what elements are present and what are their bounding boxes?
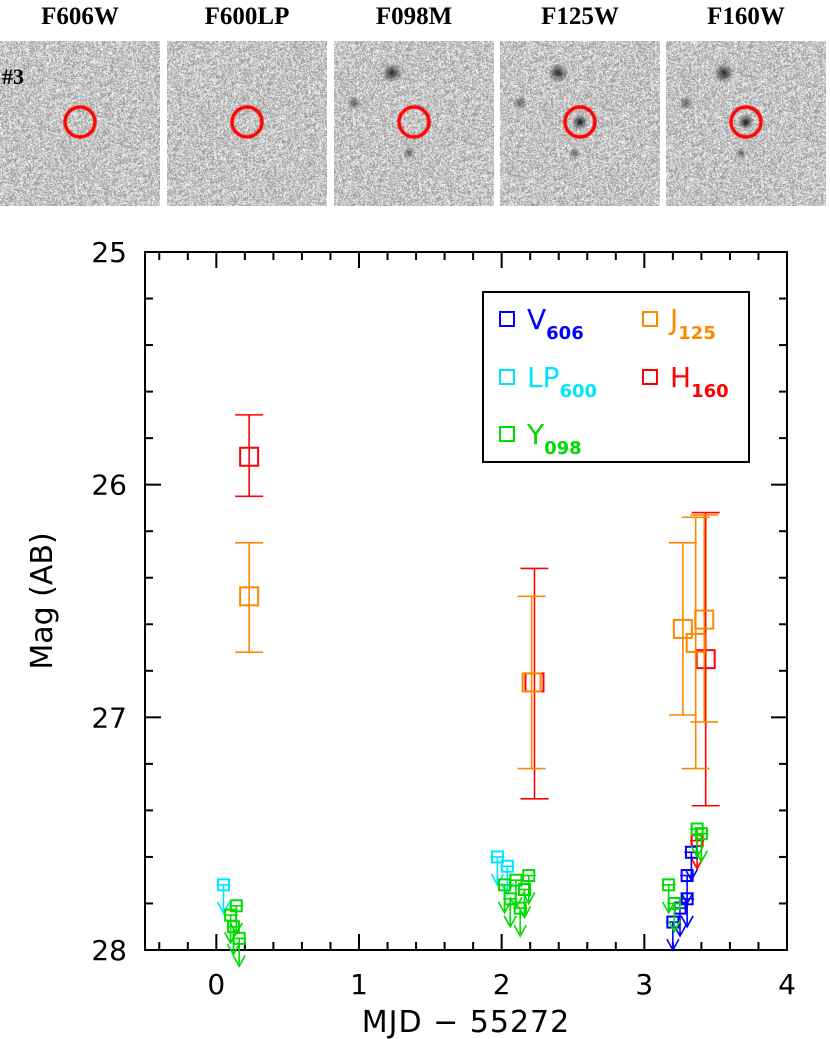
marker-v606 <box>680 869 694 883</box>
y-tick-label: 27 <box>91 701 127 734</box>
marker-j125 <box>239 586 260 607</box>
marker-y098 <box>513 901 527 915</box>
stamp-image-f160w <box>666 41 826 206</box>
y-tick-label: 25 <box>91 236 127 269</box>
marker-h160 <box>239 446 260 467</box>
legend-label-j125: J125 <box>668 303 716 344</box>
error-bar-j125 <box>668 542 697 716</box>
stamp-label-f600lp: F600LP <box>204 3 290 30</box>
x-tick-label: 2 <box>493 968 511 1001</box>
legend-label-h160: H160 <box>670 361 729 402</box>
legend-marker-h160 <box>642 369 658 385</box>
marker-lp600 <box>216 878 230 892</box>
legend-marker-lp600 <box>499 369 515 385</box>
x-tick-label: 1 <box>350 968 368 1001</box>
marker-y098 <box>509 873 523 887</box>
error-bar-j125 <box>690 514 719 723</box>
error-bar-h160 <box>691 511 720 807</box>
object-label: #3 <box>2 64 24 89</box>
legend-label-base: H <box>670 361 691 394</box>
marker-y098 <box>662 878 676 892</box>
marker-j125 <box>521 672 542 693</box>
stamp-label-f125w: F125W <box>541 3 619 30</box>
marker-j125 <box>672 618 693 639</box>
legend-label-y098: Y098 <box>526 418 582 459</box>
marker-lp600 <box>500 859 514 873</box>
legend-label-subscript: 125 <box>678 323 716 344</box>
stamp-label-f606w: F606W <box>41 3 119 30</box>
marker-j125 <box>694 609 715 630</box>
error-bar-j125 <box>235 542 264 653</box>
legend-label-v606: V606 <box>527 303 584 344</box>
error-bar-h160 <box>235 414 264 498</box>
marker-lp600 <box>490 850 504 864</box>
image-stamps-row: #3 F606W F600LP F098M F125W F160W <box>0 0 830 215</box>
marker-y098 <box>229 899 243 913</box>
legend-marker-y098 <box>499 426 515 442</box>
legend-marker-j125 <box>642 311 658 327</box>
marker-y098 <box>522 869 536 883</box>
stamp-image-f125w <box>500 41 660 206</box>
x-tick-label: 4 <box>778 968 796 1001</box>
stamp-image-f606w <box>0 41 160 206</box>
error-bar-h160 <box>520 567 549 800</box>
x-tick-label: 3 <box>635 968 653 1001</box>
legend-label-base: J <box>668 303 678 336</box>
legend-label-base: LP <box>527 361 559 394</box>
stamp-label-f098m: F098M <box>375 3 453 30</box>
stamp-image-f098m <box>334 41 494 206</box>
legend-label-subscript: 160 <box>691 381 729 402</box>
marker-y098 <box>232 931 246 945</box>
legend-label-lp600: LP600 <box>527 361 597 402</box>
y-tick-label: 28 <box>91 934 127 967</box>
legend-label-subscript: 098 <box>544 438 582 459</box>
legend-label-subscript: 606 <box>546 323 584 344</box>
light-curve-chart: 0 1 2 3 4 25 26 27 28 MJD − 55272 Mag (AB) V606 J125… <box>25 236 796 1039</box>
legend-label-subscript: 600 <box>559 381 597 402</box>
y-axis-label: Mag (AB) <box>25 532 60 669</box>
stamp-label-f160w: F160W <box>707 3 785 30</box>
legend-marker-v606 <box>499 311 515 327</box>
marker-y098 <box>667 896 681 910</box>
plot-frame <box>144 251 788 951</box>
stamp-image-f600lp <box>167 41 327 206</box>
error-bar-j125 <box>517 595 546 770</box>
legend-label-base: V <box>527 303 546 336</box>
x-axis-label: MJD − 55272 <box>362 1005 570 1039</box>
marker-y098 <box>694 827 708 841</box>
legend-label-base: Y <box>526 418 545 451</box>
y-tick-label: 26 <box>91 469 127 502</box>
x-tick-label: 0 <box>207 968 225 1001</box>
legend-box <box>482 291 750 463</box>
